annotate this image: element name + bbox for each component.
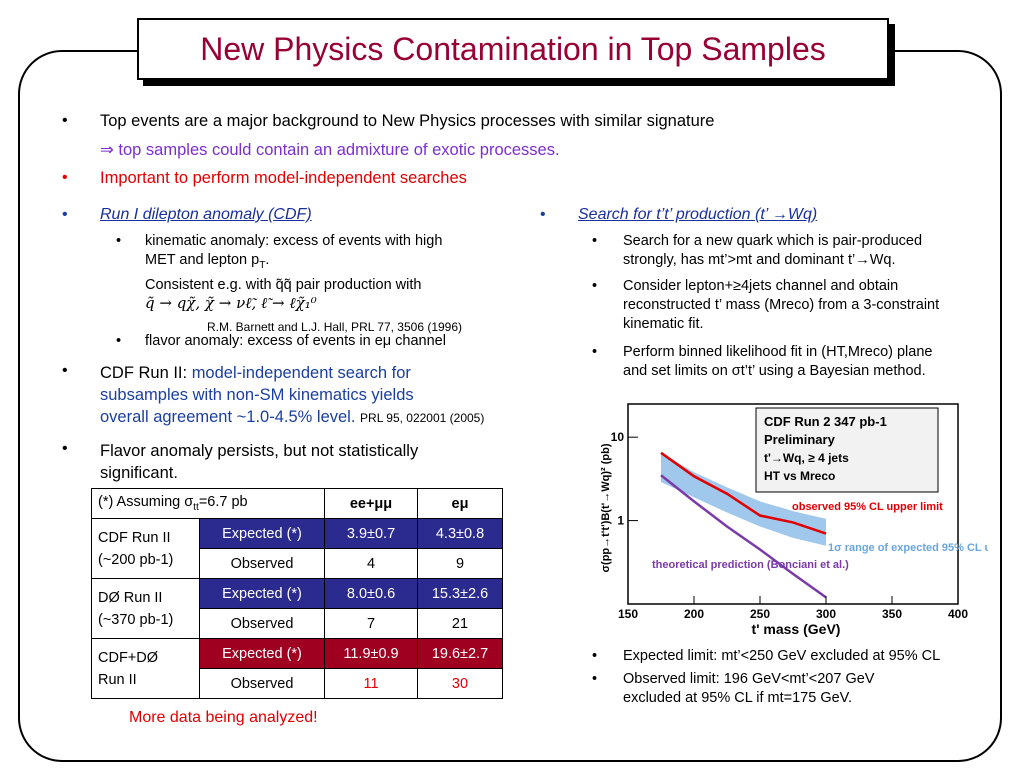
band-series-label: 1σ range of expected 95% CL upper limits — [828, 542, 988, 554]
y-axis-label: σ(pp→t't')B(t'→Wq)² (pb) — [600, 443, 612, 572]
table-row: Observed 4 9 — [92, 548, 503, 579]
top-bullet-1-sub: ⇒ top samples could contain an admixture… — [100, 141, 560, 159]
expected-value: 8.0±0.6 — [324, 578, 418, 609]
observed-value: 7 — [324, 608, 418, 639]
observed-label: Observed — [199, 608, 325, 639]
x-tick-label: 250 — [750, 607, 770, 621]
y-tick-label: 10 — [611, 430, 625, 444]
sub-bullet-dot: • — [592, 344, 598, 360]
x-tick-label: 300 — [816, 607, 836, 621]
bullet-dot: • — [62, 169, 68, 186]
observed-limit-line — [660, 451, 827, 535]
x-tick-label: 400 — [948, 607, 968, 621]
right-item-3: Perform binned likelihood fit in (HT,Mre… — [623, 344, 933, 379]
legend-line: HT vs Mreco — [764, 469, 835, 483]
legend-line: CDF Run 2 347 pb-1 — [764, 414, 887, 429]
more-data-note: More data being analyzed! — [129, 709, 318, 726]
expected-value: 19.6±2.7 — [417, 638, 503, 669]
run1-heading[interactable]: Run I dilepton anomaly (CDF) — [100, 206, 312, 223]
expected-label: Expected (*) — [199, 638, 325, 669]
tprime-limit-chart: 150 200 250 300 350 400 1 10 t' mass (GeV) σ(p… — [596, 396, 988, 640]
group-cdf: CDF Run II (~200 pb-1) — [91, 518, 200, 579]
legend-box: CDF Run 2 347 pb-1 Preliminary t'→Wq, ≥ … — [755, 407, 939, 493]
observed-label: Observed — [199, 548, 325, 579]
right-item-1: Search for a new quark which is pair-pro… — [623, 233, 923, 268]
consistent-text: Consistent e.g. with q̃q̃ pair productio… — [145, 277, 422, 293]
group-d0: DØ Run II (~370 pb-1) — [91, 578, 200, 639]
x-tick-label: 150 — [618, 607, 638, 621]
table-row: DØ Run II (~370 pb-1) Expected (*) 8.0±0.… — [91, 578, 503, 639]
table-row: Observed 11 30 — [92, 668, 503, 699]
header-eemumu: ee+μμ — [324, 488, 418, 519]
observed-value: 9 — [417, 548, 503, 579]
bullet-dot: • — [62, 362, 68, 379]
kinematic-anomaly-line2: MET and lepton pT. — [145, 252, 270, 271]
expected-limit: Expected limit: mt’<250 GeV excluded at … — [623, 648, 941, 664]
bullet-dot: • — [62, 206, 68, 223]
x-axis-label: t' mass (GeV) — [752, 621, 841, 637]
bullet-dot: • — [62, 112, 68, 129]
expected-1sigma-band — [661, 452, 826, 546]
sub-bullet-dot: • — [592, 671, 598, 687]
tprime-heading[interactable]: Search for t’t’ production (t’ →Wq) — [578, 206, 818, 223]
expected-value: 15.3±2.6 — [417, 578, 503, 609]
legend-line: t'→Wq, ≥ 4 jets — [764, 451, 849, 465]
expected-value: 3.9±0.7 — [324, 518, 418, 549]
expected-label: Expected (*) — [199, 578, 325, 609]
observed-value: 21 — [417, 608, 503, 639]
observed-limit: Observed limit: 196 GeV<mt’<207 GeV exclu… — [623, 671, 875, 706]
x-tick-label: 350 — [882, 607, 902, 621]
theory-series-label: theoretical prediction (Bonciani et al.) — [652, 559, 849, 571]
flavor-anomaly-item: flavor anomaly: excess of events in eμ c… — [145, 333, 446, 349]
sub-bullet-dot: • — [116, 333, 122, 349]
observed-label: Observed — [199, 668, 325, 699]
slide-title: New Physics Contamination in Top Samples — [200, 30, 826, 67]
table-row: Observed 7 21 — [92, 608, 503, 639]
legend-line: Preliminary — [764, 432, 836, 447]
group-combined: CDF+DØ Run II — [91, 638, 200, 699]
sub-bullet-dot: • — [116, 233, 122, 249]
run2-text: CDF Run II: model-independent search for… — [100, 364, 485, 426]
top-bullet-2: Important to perform model-independent s… — [100, 169, 467, 187]
observed-value: 30 — [417, 668, 503, 699]
theory-prediction-line — [660, 474, 827, 599]
observed-value: 4 — [324, 548, 418, 579]
bullet-dot: • — [62, 440, 68, 457]
results-table: (*) Assuming σtt=6.7 pb ee+μμ eμ CDF Run… — [91, 488, 503, 699]
assumption-cell: (*) Assuming σtt=6.7 pb — [91, 488, 325, 519]
title-box: New Physics Contamination in Top Samples — [137, 18, 889, 80]
top-bullet-1: Top events are a major background to New… — [100, 112, 715, 130]
susy-formula: q̃ → qχ̃, χ̃ → νℓ̃, ℓ̃ → ℓχ̃₁⁰ — [145, 294, 317, 312]
observed-series-label: observed 95% CL upper limit — [792, 501, 943, 513]
bullet-dot: • — [540, 206, 546, 223]
expected-value: 4.3±0.8 — [417, 518, 503, 549]
sub-bullet-dot: • — [592, 648, 598, 664]
flavor-persists: Flavor anomaly persists, but not statist… — [100, 442, 419, 482]
sub-bullet-dot: • — [592, 233, 598, 249]
table-row: CDF+DØ Run II Expected (*) 11.9±0.9 19.6±… — [91, 638, 503, 699]
header-emu: eμ — [417, 488, 503, 519]
expected-label: Expected (*) — [199, 518, 325, 549]
table-row: CDF Run II (~200 pb-1) Expected (*) 3.9±0… — [91, 518, 503, 579]
band-area — [661, 452, 826, 546]
table-header-row: (*) Assuming σtt=6.7 pb ee+μμ eμ — [91, 488, 503, 519]
expected-value: 11.9±0.9 — [324, 638, 418, 669]
right-item-2: Consider lepton+≥4jets channel and obtai… — [623, 278, 940, 332]
sub-bullet-dot: • — [592, 278, 598, 294]
kinematic-anomaly-line1: kinematic anomaly: excess of events with… — [145, 233, 443, 249]
y-tick-label: 1 — [617, 514, 624, 528]
observed-value: 11 — [324, 668, 418, 699]
barnett-reference: R.M. Barnett and L.J. Hall, PRL 77, 3506… — [207, 320, 463, 334]
x-tick-label: 200 — [684, 607, 704, 621]
